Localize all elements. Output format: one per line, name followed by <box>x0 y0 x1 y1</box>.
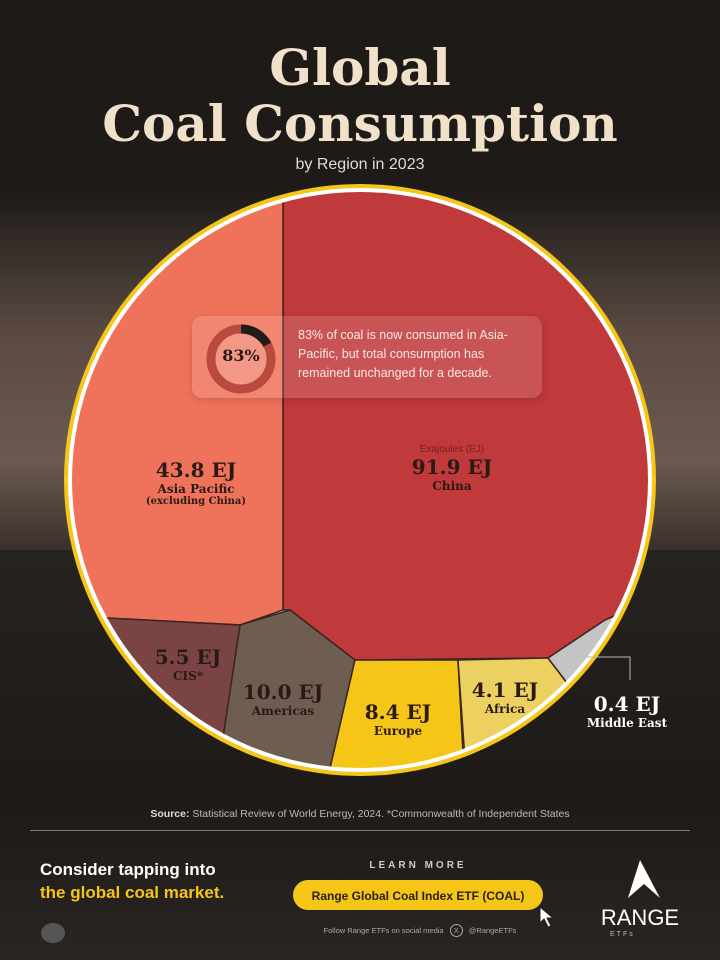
learn-more-label: LEARN MORE <box>369 860 467 871</box>
cta-line-2: the global coal market. <box>40 883 225 902</box>
label-asia-pacific: 43.8 EJ Asia Pacific (excluding China) <box>145 458 247 507</box>
source-note: Source: Statistical Review of World Ener… <box>150 808 570 820</box>
label-middle-east: 0.4 EJ Middle East <box>586 692 668 730</box>
cta-line-1: Consider tapping into <box>40 860 216 879</box>
coal-etf-button[interactable]: Range Global Coal Index ETF (COAL) <box>293 880 543 910</box>
title-line-1: Global <box>269 38 451 97</box>
cell-china <box>282 192 648 661</box>
label-europe: 8.4 EJ Europe <box>364 700 432 738</box>
visual-capitalist-logo-icon <box>41 923 65 943</box>
label-africa: 4.1 EJ Africa <box>471 678 539 716</box>
subtitle: by Region in 2023 <box>295 156 425 173</box>
title-line-2: Coal Consumption <box>102 94 618 153</box>
label-cis: 5.5 EJ CIS* <box>154 645 222 683</box>
callout-box: 83% 83% of coal is now consumed in Asia-… <box>192 316 542 398</box>
cell-asia-pacific <box>72 192 284 626</box>
cursor-icon <box>539 905 555 928</box>
range-logo: RANGE ETFs <box>600 858 680 938</box>
middle-east-leader-line <box>585 656 631 680</box>
divider <box>30 830 690 831</box>
cell-europe <box>324 659 466 768</box>
callout-percent: 83% <box>222 346 260 365</box>
label-americas: 10.0 EJ Americas <box>242 680 324 718</box>
callout-text: 83% of coal is now consumed in Asia-Paci… <box>298 328 508 380</box>
social-follow: Follow Range ETFs on social media X @Ran… <box>323 924 517 937</box>
label-china: Exajoules (EJ) 91.9 EJ China <box>411 444 493 493</box>
cell-cis <box>72 614 241 768</box>
donut-remainder-arc <box>206 324 276 394</box>
x-icon[interactable]: X <box>449 924 463 937</box>
range-mountain-icon <box>628 860 660 898</box>
percent-donut <box>206 324 276 394</box>
social-handle[interactable]: @RangeETFs <box>468 926 517 935</box>
